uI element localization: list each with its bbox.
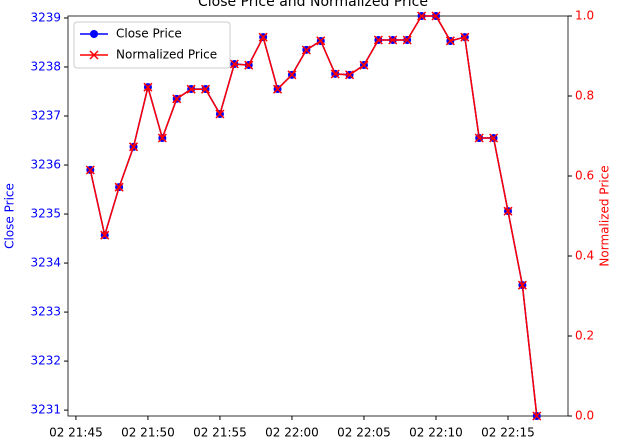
- point: [186, 84, 196, 94]
- y-tick-label: 3233: [30, 305, 61, 319]
- point: [474, 133, 484, 143]
- x-tick-label: 02 22:00: [265, 426, 319, 440]
- y2-tick-label: 0.0: [575, 409, 594, 423]
- y-tick-label: 3231: [30, 403, 61, 417]
- legend-label: Normalized Price: [116, 48, 217, 62]
- y-tick-label: 3239: [30, 10, 61, 24]
- point: [201, 84, 211, 94]
- point: [287, 70, 297, 80]
- point: [431, 11, 441, 21]
- x-tick-label: 02 22:15: [481, 426, 535, 440]
- point: [373, 35, 383, 45]
- chart-title: Close Price and Normalized Price: [198, 0, 428, 10]
- y-tick-label: 3234: [30, 256, 61, 270]
- point: [143, 82, 153, 92]
- point: [100, 230, 110, 240]
- y2-tick-label: 0.8: [575, 89, 594, 103]
- legend-box: [73, 21, 231, 69]
- point: [402, 35, 412, 45]
- point: [330, 69, 340, 79]
- point: [157, 133, 167, 143]
- point: [489, 133, 499, 143]
- legend-marker: [89, 50, 99, 60]
- point: [301, 45, 311, 55]
- point: [503, 206, 513, 216]
- point: [359, 60, 369, 70]
- y-axis-label: Close Price: [3, 183, 17, 249]
- point: [258, 32, 268, 42]
- x-tick-label: 02 22:10: [409, 426, 463, 440]
- legend-marker: [90, 30, 98, 38]
- point: [417, 11, 427, 21]
- series-line: [89, 15, 538, 417]
- y-tick-label: 3238: [30, 59, 61, 73]
- y-tick-label: 3235: [30, 207, 61, 221]
- y2-tick-label: 0.6: [575, 169, 594, 183]
- point: [532, 411, 542, 421]
- plot-frame: [67, 15, 569, 417]
- x-tick-label: 02 21:55: [193, 426, 247, 440]
- x-tick-label: 02 21:45: [49, 426, 103, 440]
- point: [229, 59, 239, 69]
- point: [445, 36, 455, 46]
- point: [460, 32, 470, 42]
- point: [273, 84, 283, 94]
- point: [316, 36, 326, 46]
- point: [215, 109, 225, 119]
- point: [244, 60, 254, 70]
- x-tick-label: 02 21:50: [121, 426, 175, 440]
- x-tick-label: 02 22:05: [337, 426, 391, 440]
- y2-tick-label: 0.2: [575, 329, 594, 343]
- y2-tick-label: 1.0: [575, 9, 594, 23]
- legend-label: Close Price: [116, 27, 182, 41]
- point: [388, 35, 398, 45]
- point: [114, 182, 124, 192]
- point: [128, 142, 139, 152]
- y-tick-label: 3236: [30, 158, 61, 172]
- y-tick-label: 3237: [30, 109, 61, 123]
- point: [85, 165, 95, 175]
- y-tick-label: 3232: [30, 354, 61, 368]
- y2-axis-label: Normalized Price: [598, 165, 612, 266]
- point: [517, 280, 527, 290]
- point: [172, 94, 182, 104]
- point: [345, 70, 355, 80]
- y2-tick-label: 0.4: [575, 249, 594, 263]
